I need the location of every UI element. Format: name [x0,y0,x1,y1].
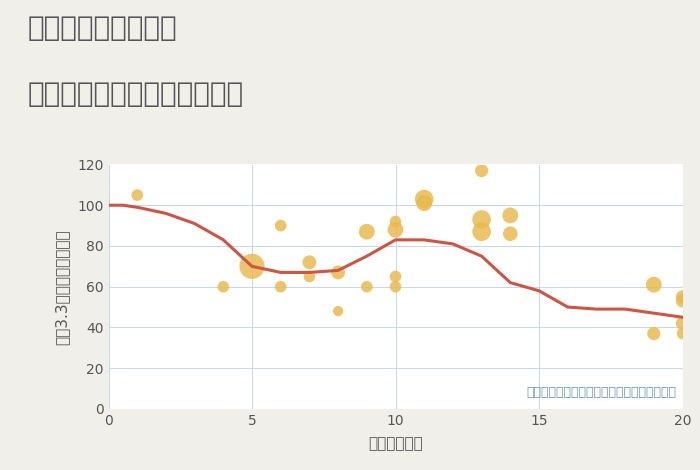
Text: 千葉県市原市栢橋の: 千葉県市原市栢橋の [28,14,178,42]
Point [132,191,143,199]
Point [677,330,688,337]
Point [332,269,344,276]
Point [677,320,688,327]
Point [419,199,430,207]
Text: 駅距離別中古マンション価格: 駅距離別中古マンション価格 [28,80,244,108]
Point [677,293,688,301]
Point [648,330,659,337]
Point [390,226,401,234]
Point [677,297,688,305]
Point [304,258,315,266]
Point [505,212,516,219]
Point [390,273,401,280]
Point [361,228,372,235]
Point [275,222,286,229]
Point [648,281,659,289]
Point [505,230,516,237]
X-axis label: 駅距離（分）: 駅距離（分） [368,436,423,451]
Point [218,283,229,290]
Point [390,283,401,290]
Text: 円の大きさは、取引のあった物件面積を示す: 円の大きさは、取引のあった物件面積を示す [527,386,677,399]
Point [246,263,258,270]
Y-axis label: 坪（3.3㎡）単価（万円）: 坪（3.3㎡）単価（万円） [54,229,69,345]
Point [304,273,315,280]
Point [275,283,286,290]
Point [476,228,487,235]
Point [476,216,487,223]
Point [419,196,430,203]
Point [332,307,344,315]
Point [361,283,372,290]
Point [476,167,487,174]
Point [390,218,401,225]
